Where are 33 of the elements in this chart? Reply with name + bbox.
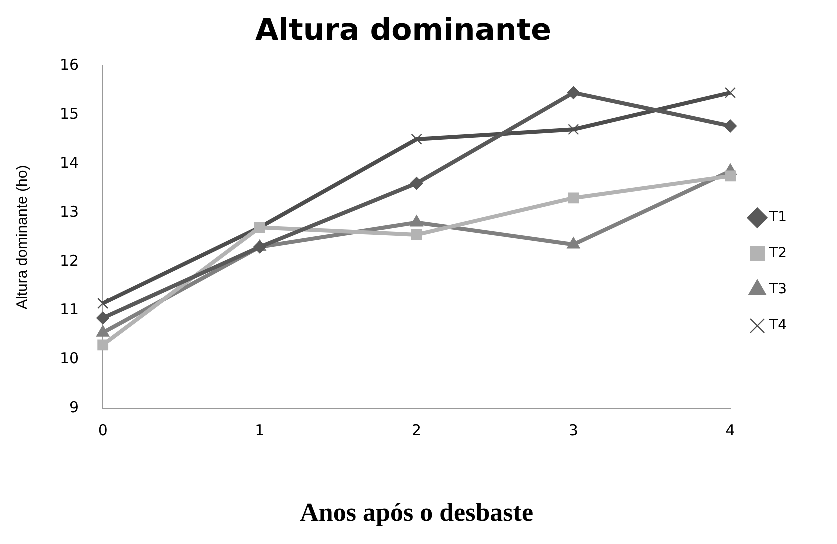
point bbox=[724, 120, 738, 133]
x-tick-label: 0 bbox=[98, 422, 108, 440]
y-tick-label: 10 bbox=[60, 350, 80, 368]
x-tick-label: 3 bbox=[568, 422, 578, 440]
point bbox=[567, 86, 580, 100]
point bbox=[410, 177, 424, 190]
point bbox=[98, 340, 109, 351]
point bbox=[568, 192, 580, 204]
x-tick-label: 1 bbox=[255, 422, 265, 440]
point bbox=[96, 312, 110, 325]
y-tick-label: 9 bbox=[70, 398, 80, 417]
y-tick-label: 13 bbox=[60, 202, 80, 221]
point bbox=[253, 240, 266, 254]
y-tick-label: 11 bbox=[60, 300, 80, 319]
legend-label: T3 bbox=[768, 282, 788, 298]
legend-label: T2 bbox=[768, 246, 788, 262]
y-axis-title: Altura dominante (ho) bbox=[14, 165, 32, 310]
point bbox=[724, 87, 736, 98]
point bbox=[725, 170, 736, 182]
point bbox=[411, 134, 422, 146]
chart-title: Altura dominante bbox=[256, 12, 552, 48]
y-tick-label: 14 bbox=[60, 154, 80, 172]
point bbox=[98, 298, 109, 310]
y-tick-label: 15 bbox=[60, 104, 80, 123]
point bbox=[411, 230, 422, 240]
x-tick-label: 2 bbox=[412, 422, 422, 440]
legend-label: T1 bbox=[768, 210, 788, 226]
y-tick-label: 16 bbox=[60, 56, 80, 74]
legend-label: T4 bbox=[768, 318, 788, 334]
x-tick-label: 4 bbox=[726, 422, 736, 440]
x-axis-title: Anos após o desbaste bbox=[300, 498, 534, 528]
point bbox=[568, 124, 580, 136]
y-tick-label: 12 bbox=[60, 252, 80, 270]
